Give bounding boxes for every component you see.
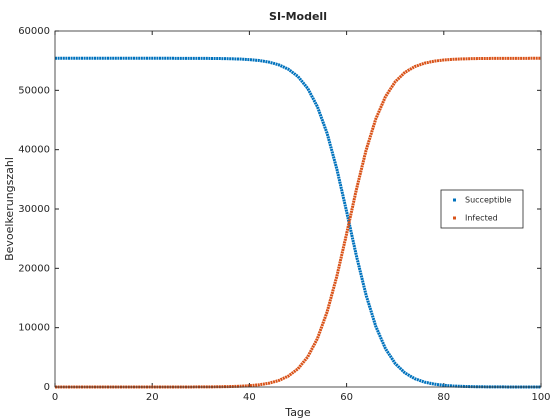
x-tick-label: 0 — [52, 392, 58, 403]
y-tick-label: 50000 — [18, 85, 50, 96]
legend-marker — [453, 198, 456, 202]
x-tick-label: 100 — [531, 392, 550, 403]
y-tick-label: 0 — [44, 382, 50, 393]
legend-label: Infected — [465, 214, 498, 223]
y-tick-label: 30000 — [18, 204, 50, 215]
x-tick-label: 80 — [437, 392, 450, 403]
x-tick-label: 40 — [243, 392, 256, 403]
chart-title: SI-Modell — [269, 10, 327, 23]
y-tick-label: 10000 — [18, 323, 50, 334]
series-line — [55, 56, 541, 389]
y-tick-label: 60000 — [18, 26, 50, 37]
x-tick-label: 20 — [146, 392, 159, 403]
y-axis-label: Bevoelkerungszahl — [3, 157, 16, 261]
y-tick-label: 40000 — [18, 145, 50, 156]
x-tick-label: 60 — [340, 392, 353, 403]
y-tick-label: 20000 — [18, 263, 50, 274]
legend-box — [440, 189, 524, 229]
legend-label: Succeptible — [465, 196, 512, 205]
x-axis-label: Tage — [284, 406, 311, 419]
legend-marker — [453, 216, 456, 220]
axes-box — [54, 30, 542, 388]
